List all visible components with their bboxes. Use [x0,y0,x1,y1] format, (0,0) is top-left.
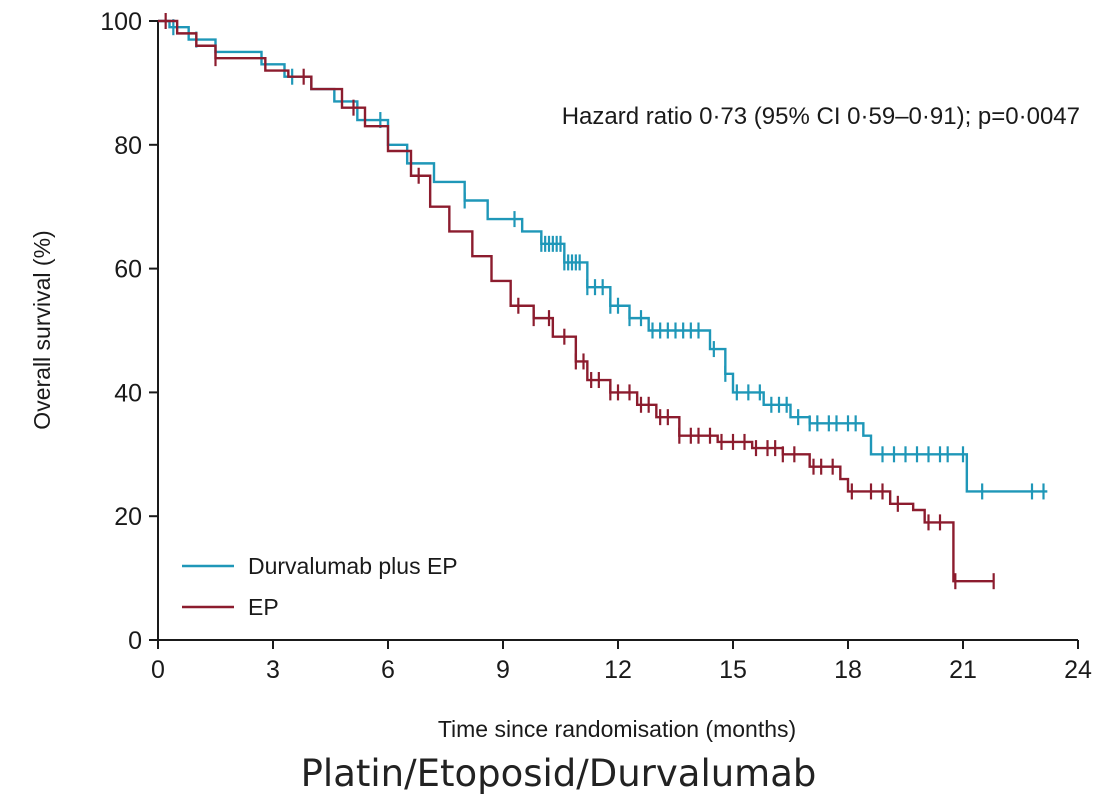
x-tick-label: 6 [381,656,395,684]
series-layer [158,13,1048,590]
y-tick-label: 20 [114,503,142,531]
x-tick-label: 12 [604,656,632,684]
y-tick-label: 80 [114,132,142,160]
y-tick-label: 100 [100,8,142,36]
x-tick-label: 9 [496,656,510,684]
y-tick-label: 0 [128,627,142,655]
hazard-ratio-annotation: Hazard ratio 0·73 (95% CI 0·59–0·91); p=… [562,103,1080,130]
x-tick-label: 24 [1064,656,1092,684]
x-tick-label: 15 [719,656,747,684]
x-axis: 0 3 6 9 12 15 18 21 24 [151,639,1092,684]
x-tick-label: 18 [834,656,862,684]
y-axis-title: Overall survival (%) [29,230,55,429]
caption: Platin/Etoposid/Durvalumab [300,752,817,795]
x-tick-label: 21 [949,656,977,684]
legend: Durvalumab plus EP EP [182,553,458,620]
y-axis: 0 20 40 60 80 100 [100,8,159,655]
x-tick-label: 0 [151,656,165,684]
x-tick-label: 3 [266,656,280,684]
survival-curve-ep [158,19,994,583]
legend-label-durvalumab: Durvalumab plus EP [248,553,458,579]
y-tick-label: 40 [114,379,142,407]
y-tick-label: 60 [114,256,142,284]
km-chart: 0 3 6 9 12 15 18 21 24 0 20 40 60 80 100 Hazard ratio… [29,8,1092,742]
legend-label-ep: EP [248,594,279,620]
x-axis-title: Time since randomisation (months) [438,716,796,742]
survival-curve-durvalumab [158,19,1048,493]
